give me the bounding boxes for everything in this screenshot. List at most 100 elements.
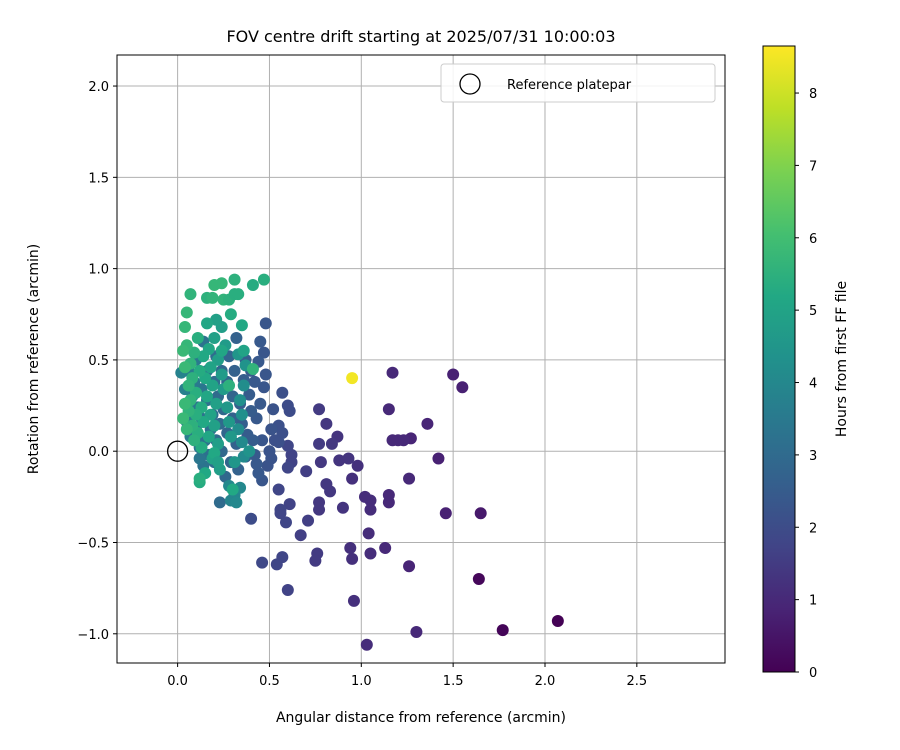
data-point [281, 583, 294, 596]
data-point [257, 346, 270, 359]
y-axis-ticks: −1.0 −0.5 0.0 0.5 1.0 1.5 2.0 [77, 80, 117, 643]
data-point [178, 397, 191, 410]
data-point [281, 439, 294, 452]
x-tick-label: 1.0 [351, 674, 372, 689]
data-point [347, 594, 360, 607]
legend-label: Reference platepar [507, 78, 632, 93]
data-point [336, 501, 349, 514]
data-point [246, 363, 259, 376]
data-point [320, 417, 333, 430]
data-point [267, 403, 280, 416]
x-tick-label: 2.5 [626, 674, 647, 689]
data-point [193, 472, 206, 485]
colorbar-tick-label: 7 [809, 159, 817, 174]
data-point [206, 291, 219, 304]
colorbar-tick-label: 5 [809, 304, 817, 319]
data-point [382, 403, 395, 416]
data-point [325, 437, 338, 450]
reference-marker [166, 440, 189, 462]
data-point [551, 615, 564, 628]
y-axis-label: Rotation from reference (arcmin) [26, 244, 42, 474]
data-point [228, 364, 241, 377]
y-tick-label: 1.5 [88, 171, 109, 186]
data-point [184, 288, 197, 301]
data-point [309, 554, 322, 567]
data-point [197, 350, 210, 363]
data-point [274, 507, 287, 520]
data-point [314, 456, 327, 469]
data-point [333, 454, 346, 467]
data-point [180, 423, 193, 436]
data-point [228, 273, 241, 286]
data-point [193, 364, 206, 377]
data-point [283, 498, 296, 511]
data-point [215, 368, 228, 381]
data-point [213, 496, 226, 509]
data-point [342, 452, 355, 465]
data-point [215, 277, 228, 290]
data-point [313, 403, 326, 416]
data-point [272, 483, 285, 496]
data-point [188, 434, 201, 447]
y-tick-label: 1.0 [88, 263, 109, 278]
data-point [223, 415, 236, 428]
data-point [243, 388, 256, 401]
colorbar-tick-label: 8 [809, 87, 817, 102]
data-point [256, 556, 269, 569]
data-point [259, 317, 272, 330]
x-tick-label: 0.5 [259, 674, 280, 689]
legend-box [440, 63, 716, 103]
data-point [215, 344, 228, 357]
data-point [230, 496, 243, 509]
data-point [256, 434, 269, 447]
data-point [279, 516, 292, 529]
data-point [364, 503, 377, 516]
data-point [246, 279, 259, 292]
legend: Reference platepar [440, 63, 716, 103]
data-point [243, 445, 256, 458]
data-point [265, 423, 278, 436]
colorbar-tick-label: 6 [809, 232, 817, 247]
data-point [268, 434, 281, 447]
y-tick-label: −0.5 [77, 536, 109, 551]
data-point [177, 412, 190, 425]
data-point [212, 353, 225, 366]
data-point [223, 379, 236, 392]
data-point [248, 375, 261, 388]
data-point [188, 346, 201, 359]
data-point [224, 430, 237, 443]
data-point [208, 447, 221, 460]
data-point [201, 317, 214, 330]
x-axis-label: Angular distance from reference (arcmin) [276, 710, 566, 726]
data-point [177, 344, 190, 357]
data-point [432, 452, 445, 465]
data-point [261, 459, 274, 472]
data-point [346, 472, 359, 485]
data-point [210, 313, 223, 326]
data-point [257, 381, 270, 394]
colorbar-tick-label: 3 [809, 449, 817, 464]
data-point [456, 381, 469, 394]
data-point [245, 512, 258, 525]
data-point [351, 459, 364, 472]
data-point [234, 394, 247, 407]
data-point [212, 456, 225, 469]
data-point [320, 478, 333, 491]
data-point [358, 490, 371, 503]
data-point [221, 401, 234, 414]
data-point [224, 308, 237, 321]
data-point [254, 397, 267, 410]
scatter-points [175, 273, 564, 651]
data-point [206, 379, 219, 392]
data-point [302, 514, 315, 527]
colorbar-ticks: 0 1 2 3 4 5 6 7 8 [795, 87, 817, 681]
y-tick-label: 0.0 [88, 445, 109, 460]
data-point [313, 437, 326, 450]
data-point [191, 332, 204, 345]
data-point [344, 541, 357, 554]
data-point [472, 573, 485, 586]
x-tick-label: 0.0 [167, 674, 188, 689]
data-point [254, 335, 267, 348]
data-point [386, 434, 399, 447]
x-axis-ticks: 0.0 0.5 1.0 1.5 2.0 2.5 [167, 663, 647, 689]
